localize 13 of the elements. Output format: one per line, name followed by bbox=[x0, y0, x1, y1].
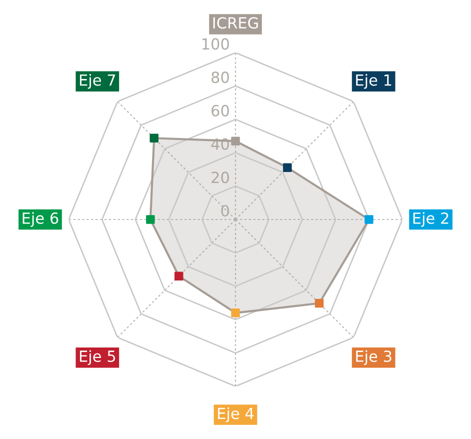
y-tick-label: 0 bbox=[221, 204, 229, 217]
spoke-label: Eje 4 bbox=[218, 407, 254, 422]
spoke-label: Eje 6 bbox=[22, 212, 58, 227]
y-tick-label: 100 bbox=[202, 38, 229, 50]
spoke-label: Eje 1 bbox=[356, 74, 392, 89]
spoke-label: Eje 2 bbox=[413, 212, 448, 227]
y-tick-label: 80 bbox=[212, 72, 229, 84]
spoke-label: Eje 3 bbox=[356, 350, 392, 365]
y-tick-label: 60 bbox=[212, 104, 229, 116]
spoke-label: ICREG bbox=[213, 17, 258, 29]
spoke-label: Eje 7 bbox=[80, 74, 116, 89]
y-tick-label: 20 bbox=[212, 172, 229, 184]
spoke-label: Eje 5 bbox=[80, 350, 116, 365]
